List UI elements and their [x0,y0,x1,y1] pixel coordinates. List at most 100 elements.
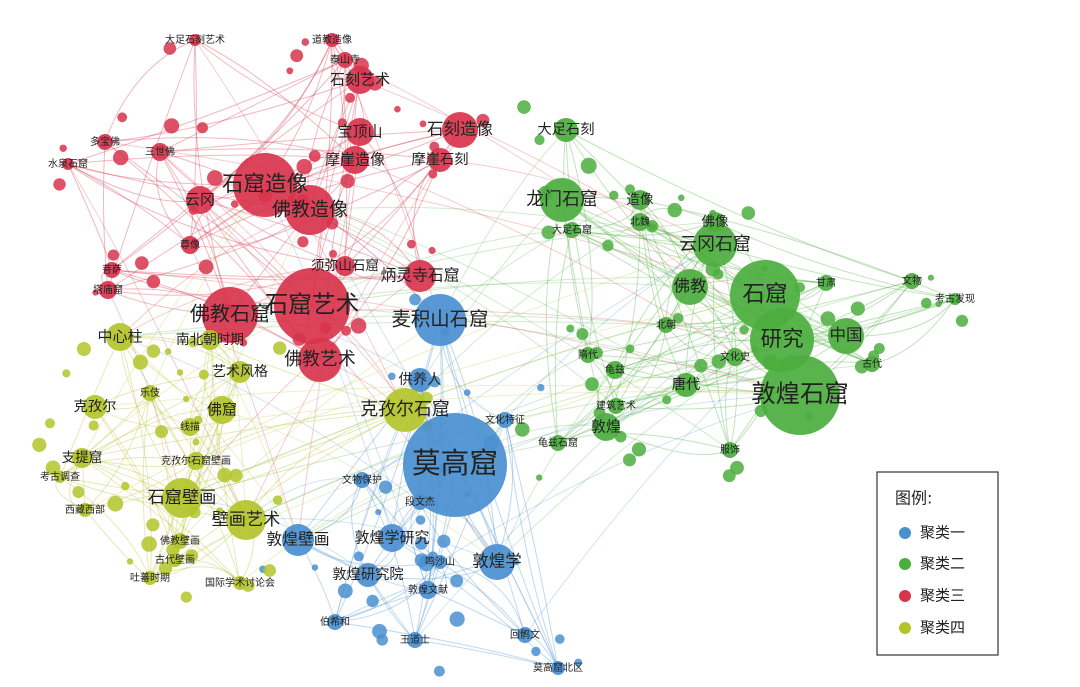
edge [84,244,716,511]
node-label: 龙门石窟 [526,189,598,210]
node [106,323,134,351]
edge [245,518,498,563]
node [208,396,236,424]
node-label: 佛教石窟 [190,302,270,326]
minor-node [59,144,67,152]
node-label: 线描 [180,420,200,433]
minor-node [146,274,161,289]
node [383,388,427,432]
edge [504,244,716,421]
minor-node [667,202,682,218]
edge [107,131,361,291]
edge [209,339,299,541]
minor-node [625,344,635,354]
minor-node [341,325,352,336]
minor-node [239,338,248,347]
minor-node [135,256,149,270]
node-label: 考古发现 [935,292,975,305]
minor-node [662,395,672,405]
node [904,273,920,289]
minor-node [345,92,355,103]
node [341,146,369,174]
node-label: 大足石刻艺术 [165,33,225,46]
edge [119,336,247,521]
edge [639,199,731,451]
minor-node [414,537,428,550]
node-label: 须弥山石窟 [311,257,379,274]
legend-marker [899,527,911,539]
minor-node [580,157,597,174]
minor-node [311,564,319,571]
node-label: 龟兹 [605,364,625,376]
edge [59,476,247,521]
legend-title: 图例: [895,489,932,508]
node [143,571,157,585]
node-label: 古代 [862,357,882,370]
minor-node [286,67,294,75]
node-label: 敦煌学研究 [354,529,429,547]
node-label: 文物 [902,274,922,287]
node-label: 隋代 [578,348,598,361]
node-label: 克孜尔石窟 [360,399,449,420]
node [412,494,428,510]
edge [361,479,416,641]
minor-node [155,425,168,439]
node [407,632,423,648]
node-label: 国际学术讨论会 [205,576,275,589]
minor-node [217,467,232,483]
node [419,581,437,599]
edge [195,294,766,462]
edge [67,59,346,165]
node-label: 造像 [626,192,654,208]
node [674,373,698,397]
node-label: 佛教壁画 [160,534,200,547]
node-label: 艺术风格 [212,364,268,380]
node [54,471,66,483]
edge [334,561,441,623]
edge [67,163,346,267]
node-label: 佛教艺术 [284,349,356,370]
minor-node [132,354,148,370]
edge [81,457,241,584]
minor-node [297,236,309,248]
node-label: 佛教 [674,277,707,296]
minor-node [850,301,865,316]
edge [67,154,356,165]
edge [59,476,151,579]
edge [119,265,346,338]
minor-node [678,194,685,202]
node-label: 佛教造像 [272,199,348,221]
node-label: 莫高窟 [412,446,498,480]
minor-node [164,348,172,355]
node [428,148,452,172]
edge [419,501,526,636]
edge [557,286,691,444]
edge [94,406,176,561]
minor-node [141,536,157,552]
edge [59,457,197,478]
node [181,236,199,254]
node [630,190,650,210]
node [151,143,169,161]
node-label: 南北朝时期 [176,332,244,348]
node [356,563,380,587]
edge [159,59,346,153]
node-label: 道教造像 [312,33,352,46]
edge [189,391,801,428]
edge [565,129,617,407]
node [497,412,513,428]
node-label: 文化史 [720,350,750,363]
node-label: 佛像 [701,214,729,230]
node [346,118,374,146]
node-label: 云冈石窟 [679,234,751,255]
minor-node [176,369,184,376]
edge [557,433,731,451]
edge [334,561,498,623]
node-label: 麦积山石窟 [392,308,489,331]
node-label: 敦煌学 [472,552,522,571]
node [274,268,350,344]
minor-node [414,553,429,568]
legend-marker [899,622,911,634]
minor-node [419,120,427,128]
minor-node [694,359,708,373]
